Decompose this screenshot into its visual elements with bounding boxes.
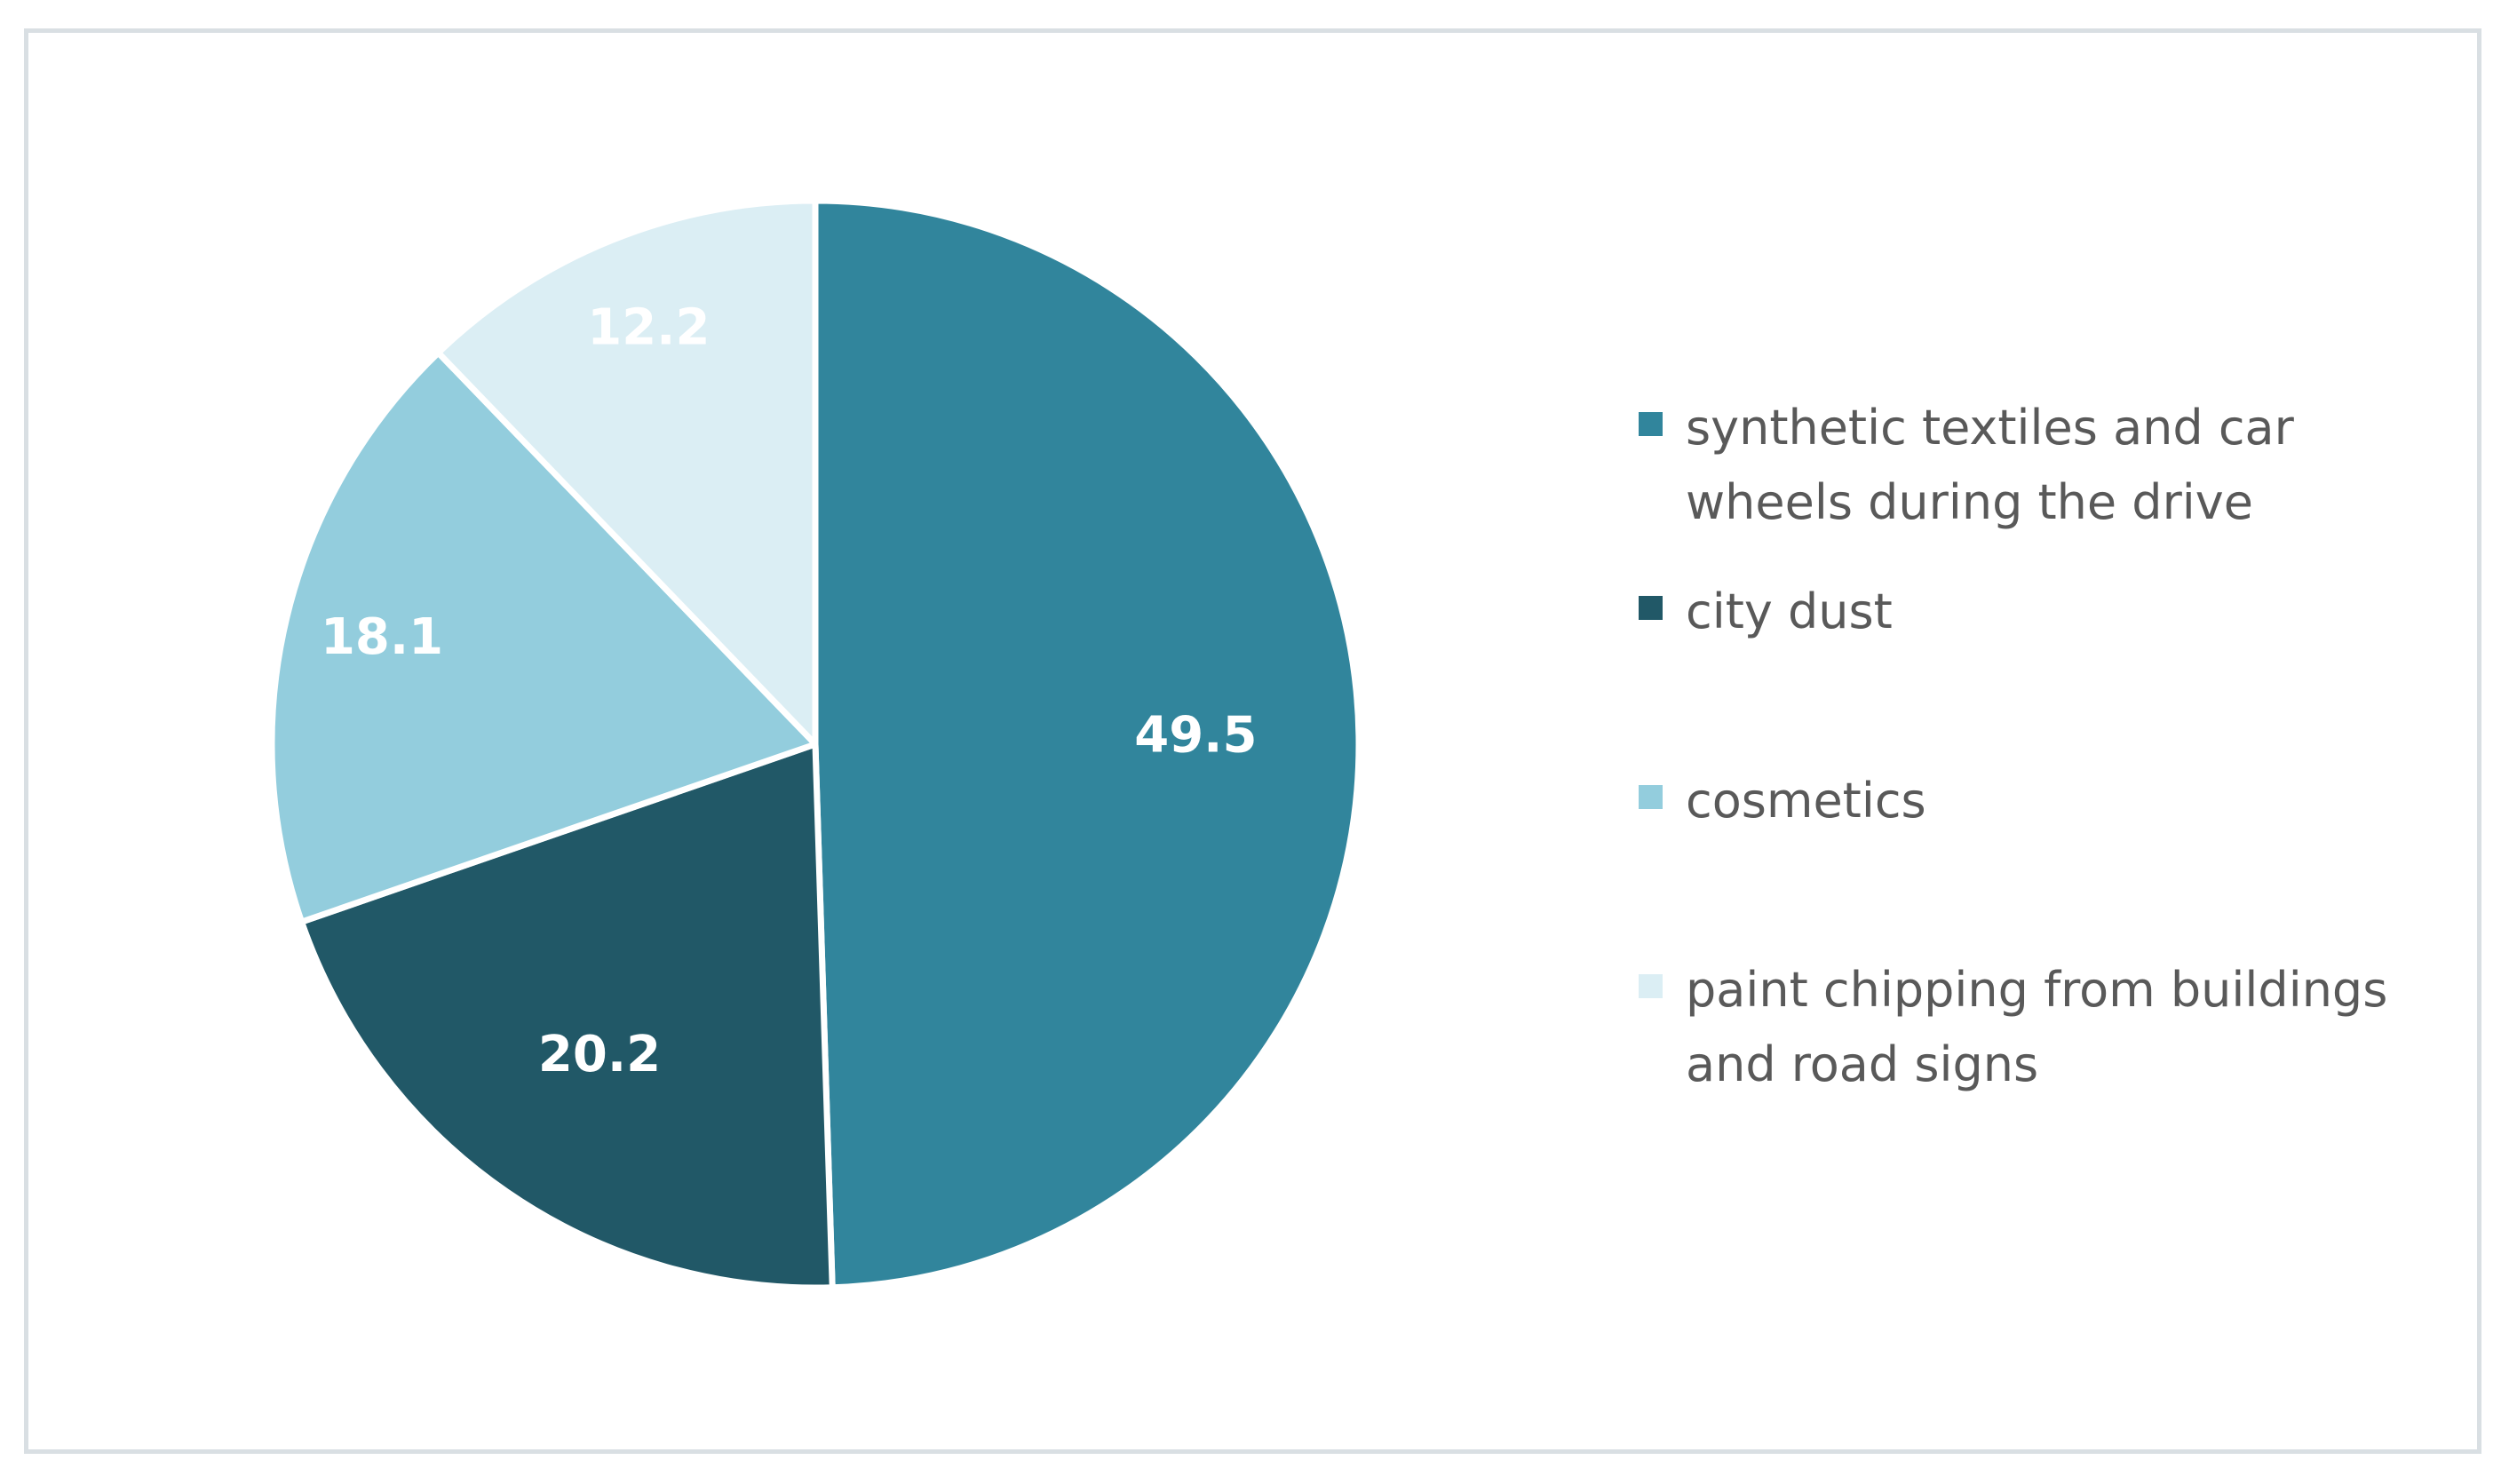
data-label-synthetic-textiles: 49.5 <box>1134 706 1257 764</box>
legend-item-paint-chipping: paint chipping from buildings and road s… <box>1639 953 2432 1102</box>
legend-item-cosmetics: cosmetics <box>1639 764 2432 838</box>
pie-slice-synthetic-textiles <box>812 197 1362 1291</box>
legend-item-city-dust: city dust <box>1639 575 2432 649</box>
legend-item-synthetic-textiles: synthetic textiles and car wheels during… <box>1639 391 2432 540</box>
pie-slice-paint-chipping <box>434 197 819 748</box>
pie-slices <box>268 197 1362 1291</box>
pie-slice-city-dust <box>298 741 836 1291</box>
pie-data-labels: 49.5 20.2 18.1 12.2 <box>321 299 1257 1083</box>
legend-label-paint-chipping: paint chipping from buildings and road s… <box>1686 962 2388 1092</box>
data-label-paint-chipping: 12.2 <box>587 299 710 357</box>
legend-swatch-synthetic-textiles <box>1639 412 1663 436</box>
pie-slice-cosmetics <box>268 349 819 925</box>
legend-label-synthetic-textiles: synthetic textiles and car wheels during… <box>1686 400 2294 530</box>
legend-label-city-dust: city dust <box>1686 583 1893 639</box>
legend-swatch-paint-chipping <box>1639 974 1663 998</box>
legend-swatch-city-dust <box>1639 596 1663 620</box>
legend-label-cosmetics: cosmetics <box>1686 773 1926 829</box>
data-label-city-dust: 20.2 <box>538 1026 661 1083</box>
data-label-cosmetics: 18.1 <box>321 608 443 666</box>
legend-swatch-cosmetics <box>1639 785 1663 809</box>
